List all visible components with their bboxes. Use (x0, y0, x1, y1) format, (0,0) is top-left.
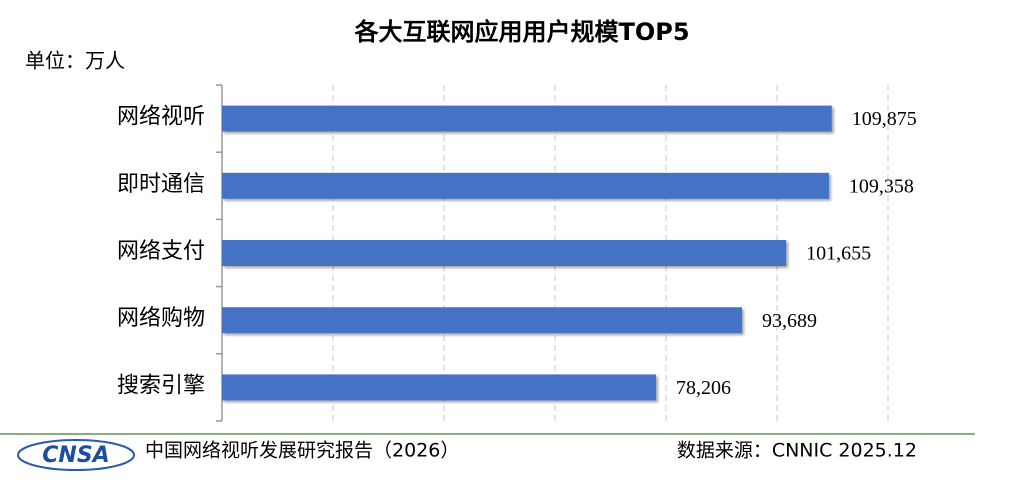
bar (222, 307, 742, 334)
bar (222, 172, 829, 199)
footer-report: 中国网络视听发展研究报告（2026） (145, 440, 459, 462)
logo-ring (17, 439, 135, 471)
bar (222, 240, 787, 266)
y-tick-label: 搜索引擎 (117, 372, 205, 397)
value-label: 109,875 (852, 108, 917, 130)
value-label: 101,655 (806, 243, 871, 265)
value-label: 93,689 (762, 310, 817, 332)
chart-title: 各大互联网应用用户规模TOP5 (353, 18, 689, 46)
y-tick-label: 即时通信 (117, 171, 205, 196)
footer-source: 数据来源：CNNIC 2025.12 (677, 440, 917, 462)
y-tick-label: 网络购物 (117, 305, 205, 330)
value-label: 109,358 (849, 175, 914, 197)
logo: CNSA (42, 443, 109, 468)
y-tick-label: 网络视听 (117, 104, 205, 129)
bar (222, 105, 832, 132)
y-tick-label: 网络支付 (117, 238, 205, 263)
value-label: 78,206 (676, 377, 731, 399)
unit-label: 单位：万人 (25, 50, 125, 73)
bar (222, 374, 657, 401)
plot-area: 网络视听 109,875 即时通信 109,358 网络支付 101,655 网络购物 93,… (117, 84, 917, 422)
